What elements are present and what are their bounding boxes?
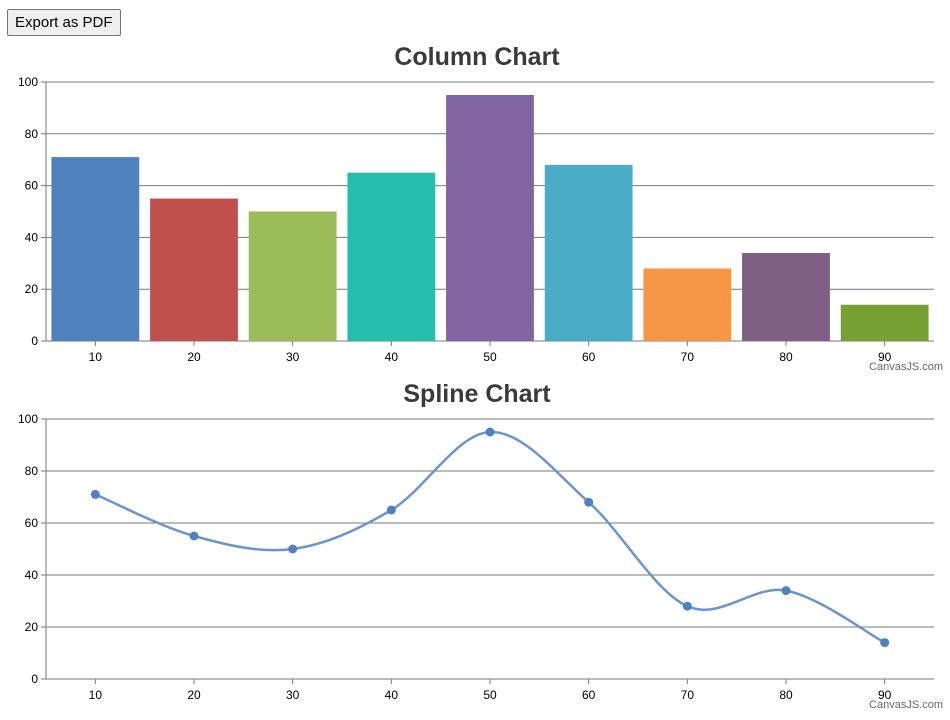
x-tick-label: 20 <box>187 688 201 702</box>
spline-chart: Spline Chart 0 20 40 60 80 100 10 20 30 40 50 60 70 80… <box>18 380 943 711</box>
bar-40 <box>347 172 436 341</box>
bar-70 <box>643 268 732 341</box>
x-tick-label: 10 <box>89 350 103 364</box>
x-tick-label: 30 <box>286 688 300 702</box>
x-tick-label: 90 <box>878 688 892 702</box>
y-tick-label: 60 <box>25 516 39 530</box>
canvasjs-credit: CanvasJS.com <box>869 361 943 373</box>
x-tick-label: 10 <box>89 688 103 702</box>
x-tick-label: 70 <box>681 688 695 702</box>
y-tick-label: 80 <box>25 127 39 141</box>
bar-10 <box>51 157 140 341</box>
data-point-10 <box>90 489 100 499</box>
y-tick-label: 20 <box>25 282 39 296</box>
bar-60 <box>544 164 633 341</box>
chart-title: Column Chart <box>394 43 560 71</box>
canvasjs-credit: CanvasJS.com <box>869 699 943 711</box>
y-tick-label: 40 <box>25 568 39 582</box>
bar-80 <box>742 252 830 341</box>
y-tick-label: 40 <box>25 230 39 244</box>
x-tick-label: 20 <box>187 350 201 364</box>
y-tick-label: 0 <box>31 672 38 686</box>
chart-title: Spline Chart <box>403 380 551 408</box>
x-tick-label: 30 <box>286 350 300 364</box>
y-tick-label: 100 <box>18 412 38 426</box>
x-tick-label: 70 <box>681 350 695 364</box>
y-tick-label: 60 <box>25 179 39 193</box>
y-tick-label: 0 <box>31 334 38 348</box>
data-point-20 <box>189 531 199 541</box>
y-tick-label: 20 <box>25 620 39 634</box>
x-tick-label: 90 <box>878 350 892 364</box>
bar-20 <box>150 198 238 341</box>
bar-50 <box>446 94 534 341</box>
spline-series-line <box>94 430 886 644</box>
x-tick-label: 40 <box>385 350 399 364</box>
y-tick-label: 80 <box>25 464 39 478</box>
bar-90 <box>840 304 929 341</box>
column-chart: Column Chart 0 20 40 60 80 100 10 20 30 40 50 60 70 80… <box>18 43 943 373</box>
data-point-50 <box>485 427 495 437</box>
x-tick-label: 50 <box>483 688 497 702</box>
data-point-70 <box>682 601 692 611</box>
data-point-60 <box>584 497 594 507</box>
x-tick-label: 50 <box>483 350 497 364</box>
y-tick-label: 100 <box>18 75 38 89</box>
data-point-30 <box>288 544 298 554</box>
x-tick-label: 60 <box>582 350 596 364</box>
data-point-40 <box>386 505 396 515</box>
bar-30 <box>248 211 337 341</box>
data-point-80 <box>781 586 791 596</box>
data-point-90 <box>880 638 890 648</box>
x-tick-label: 80 <box>779 688 793 702</box>
export-pdf-button[interactable]: Export as PDF <box>7 9 121 36</box>
x-tick-label: 40 <box>385 688 399 702</box>
x-tick-label: 60 <box>582 688 596 702</box>
x-tick-label: 80 <box>779 350 793 364</box>
